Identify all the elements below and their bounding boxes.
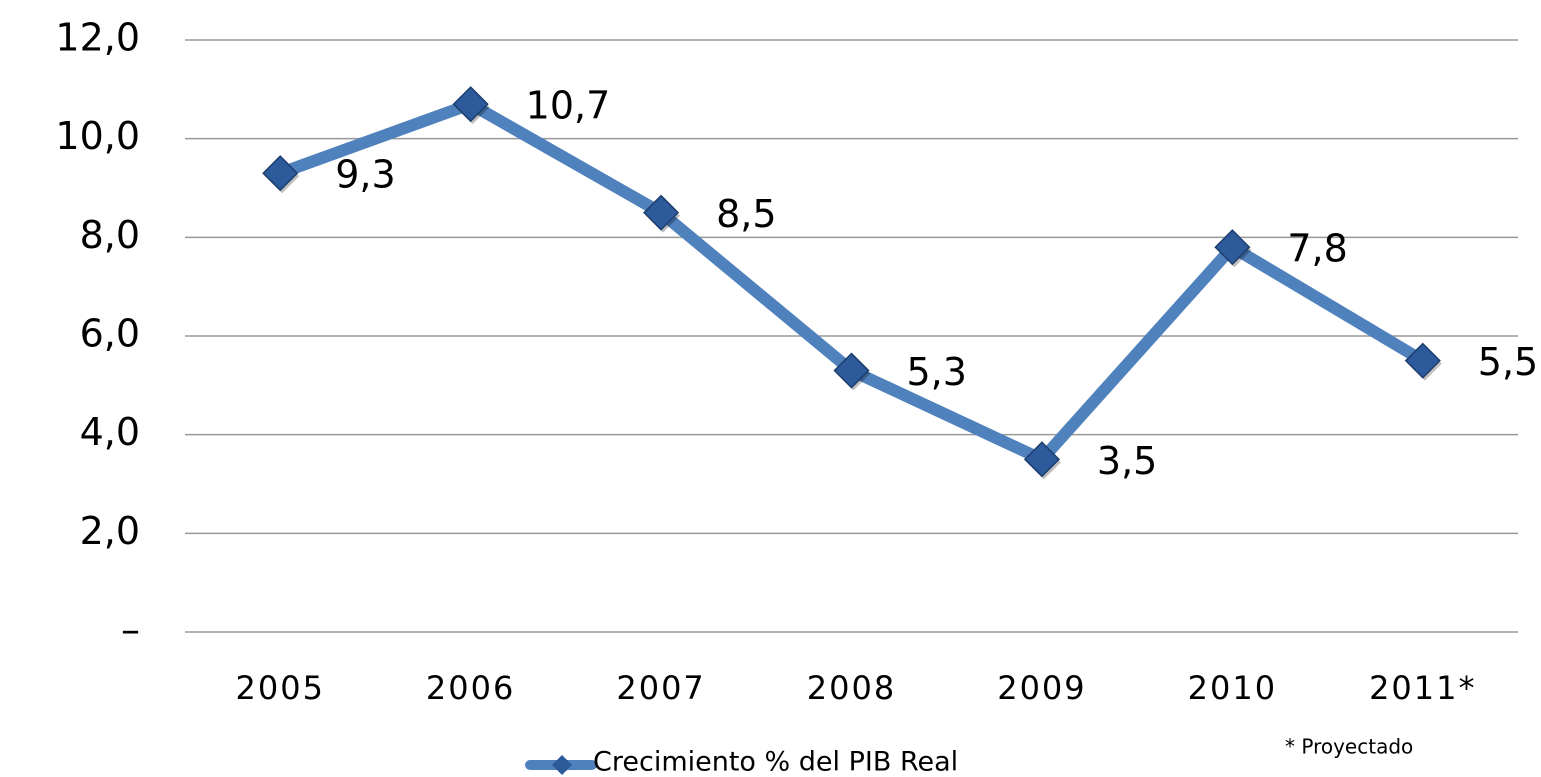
marker <box>833 352 870 389</box>
annotation: * Proyectado <box>1285 735 1413 759</box>
data-label: 9,3 <box>335 153 395 197</box>
x-tick-label: 2010 <box>1188 669 1277 707</box>
marker <box>262 155 299 192</box>
y-tick-label: 2,0 <box>80 509 140 553</box>
x-tick-label: 2009 <box>997 669 1086 707</box>
y-tick-label: 10,0 <box>55 114 140 158</box>
data-label: 7,8 <box>1287 227 1347 271</box>
marker <box>1404 342 1441 379</box>
x-tick-label: 2011* <box>1369 669 1476 707</box>
data-label: 5,3 <box>907 350 967 394</box>
x-tick-label: 2007 <box>616 669 705 707</box>
x-tick-label: 2008 <box>807 669 896 707</box>
y-tick-label: 6,0 <box>80 312 140 356</box>
data-label: 3,5 <box>1097 439 1157 483</box>
legend-label: Crecimiento % del PIB Real <box>593 747 958 777</box>
marker <box>643 194 680 231</box>
x-tick-label: 2005 <box>235 669 324 707</box>
x-tick-label: 2006 <box>426 669 515 707</box>
y-tick-label: – <box>121 608 140 652</box>
data-line <box>278 98 1426 466</box>
marker <box>1023 441 1060 478</box>
data-label: 8,5 <box>716 192 776 236</box>
marker <box>1214 229 1251 266</box>
y-tick-label: 4,0 <box>80 410 140 454</box>
data-label: 5,5 <box>1478 340 1538 384</box>
marker <box>452 86 489 123</box>
y-tick-label: 8,0 <box>80 213 140 257</box>
legend-marker <box>552 755 572 775</box>
data-label: 10,7 <box>526 84 611 128</box>
y-tick-label: 12,0 <box>55 16 140 60</box>
